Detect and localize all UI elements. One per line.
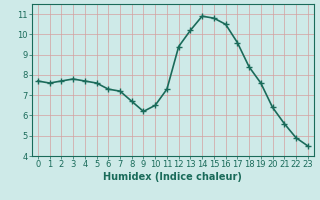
X-axis label: Humidex (Indice chaleur): Humidex (Indice chaleur) [103,172,242,182]
